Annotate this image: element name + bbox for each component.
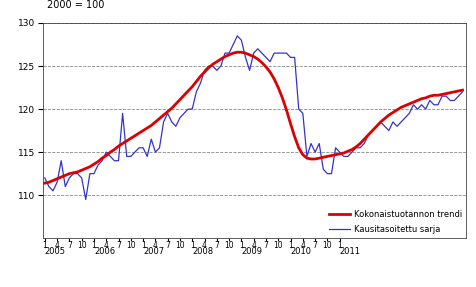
Kokonaistuotannon trendi [435, 94, 441, 97]
Kausitasoitettu sarja [460, 90, 466, 94]
Line: Kausitasoitettu sarja: Kausitasoitettu sarja [45, 36, 463, 199]
Kokonaistuotannon trendi [288, 122, 293, 125]
Text: 2007: 2007 [143, 247, 164, 256]
Kokonaistuotannon trendi [157, 117, 162, 120]
Kausitasoitettu sarja [292, 56, 298, 59]
Kokonaistuotannon trendi [423, 96, 428, 100]
Text: 2011: 2011 [340, 247, 361, 256]
Text: 2006: 2006 [94, 247, 115, 256]
Kausitasoitettu sarja [431, 103, 437, 106]
Kokonaistuotannon trendi [42, 181, 48, 185]
Kausitasoitettu sarja [427, 99, 433, 102]
Kausitasoitettu sarja [235, 34, 240, 38]
Kausitasoitettu sarja [439, 94, 445, 98]
Kausitasoitettu sarja [419, 103, 425, 106]
Legend: Kokonaistuotannon trendi, Kausitasoitettu sarja: Kokonaistuotannon trendi, Kausitasoitett… [329, 210, 462, 234]
Text: 2009: 2009 [241, 247, 262, 256]
Kausitasoitettu sarja [83, 198, 89, 201]
Text: 2005: 2005 [45, 247, 66, 256]
Text: 2010: 2010 [290, 247, 311, 256]
Text: 2008: 2008 [192, 247, 213, 256]
Text: 2000 = 100: 2000 = 100 [47, 0, 104, 10]
Kokonaistuotannon trendi [427, 94, 433, 98]
Kokonaistuotannon trendi [415, 99, 420, 102]
Kokonaistuotannon trendi [460, 88, 466, 92]
Kausitasoitettu sarja [161, 120, 167, 124]
Kausitasoitettu sarja [42, 176, 48, 180]
Kokonaistuotannon trendi [235, 51, 240, 54]
Line: Kokonaistuotannon trendi: Kokonaistuotannon trendi [45, 52, 463, 183]
